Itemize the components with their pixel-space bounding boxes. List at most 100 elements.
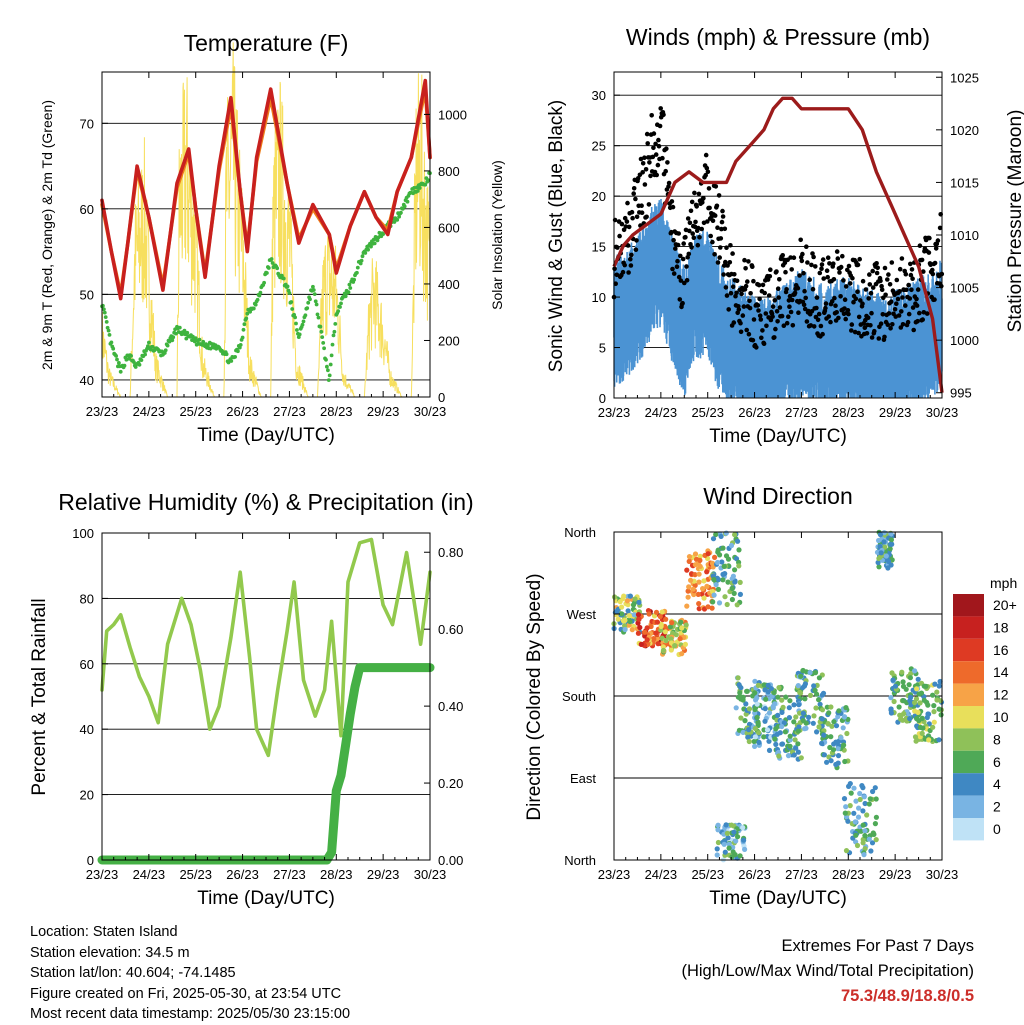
direction-point [862, 828, 868, 834]
direction-point [636, 599, 642, 606]
gust-point [640, 161, 646, 166]
dir-y-tick-label: North [564, 853, 596, 868]
direction-point [761, 682, 767, 688]
gust-point [760, 282, 766, 288]
direction-point [795, 728, 801, 734]
direction-point [782, 729, 789, 735]
gust-point [914, 303, 920, 308]
dewpoint-point [329, 353, 334, 358]
gust-point [676, 231, 681, 236]
direction-point [795, 741, 801, 747]
gust-point [755, 303, 761, 308]
colorbar-label: 18 [993, 619, 1009, 635]
gust-point [780, 253, 785, 258]
direction-point [725, 835, 731, 841]
direction-point [720, 545, 726, 551]
direction-point [622, 617, 628, 624]
direction-point [686, 584, 692, 590]
temp-x-tick-label: 26/23 [226, 404, 259, 419]
direction-point [937, 678, 943, 685]
direction-point [917, 700, 923, 706]
direction-point [870, 788, 876, 795]
colorbar-label: 8 [993, 731, 1001, 747]
direction-point [888, 541, 894, 548]
gust-point [811, 254, 816, 260]
gust-point [894, 277, 900, 283]
gust-point [631, 191, 636, 196]
direction-point [735, 538, 741, 544]
direction-point [696, 579, 702, 585]
gust-point [860, 301, 865, 307]
dewpoint-point [343, 294, 348, 299]
gust-point [926, 250, 932, 255]
direction-point [919, 715, 925, 722]
gust-point [845, 308, 851, 313]
gust-point [701, 196, 706, 201]
gust-point [779, 313, 785, 319]
direction-point [785, 753, 792, 759]
rh-title: Relative Humidity (%) & Precipitation (i… [58, 489, 473, 515]
direction-point [936, 706, 942, 712]
gust-point [811, 324, 817, 329]
direction-point [713, 531, 719, 538]
gust-point [837, 270, 842, 275]
dewpoint-point [326, 378, 331, 382]
direction-point [715, 586, 722, 593]
gust-point [927, 235, 932, 241]
dewpoint-point [242, 322, 247, 327]
direction-point [783, 694, 789, 700]
direction-point [816, 675, 823, 681]
gust-point [842, 297, 848, 303]
gust-point [743, 266, 748, 271]
gust-point [908, 261, 913, 267]
gust-point [613, 281, 618, 287]
wind-y2-tick-label: 1005 [950, 281, 979, 296]
direction-point [918, 690, 925, 696]
direction-point [800, 718, 806, 724]
gust-point [717, 255, 722, 260]
gust-point [631, 186, 637, 191]
direction-point [812, 687, 818, 693]
gust-point [626, 270, 631, 275]
direction-point [842, 810, 848, 816]
gust-point [695, 242, 701, 248]
direction-point [867, 796, 873, 802]
gust-point [760, 328, 765, 333]
direction-point [741, 837, 747, 843]
dir-x-tick-label: 30/23 [926, 867, 959, 882]
direction-point [878, 550, 884, 556]
gust-point [886, 311, 892, 316]
rh-y2-tick-label: 0.40 [438, 699, 463, 714]
gust-point [774, 269, 779, 274]
direction-point [738, 685, 744, 691]
direction-point [786, 715, 793, 721]
extremes-box: Extremes For Past 7 Days (High/Low/Max W… [681, 934, 974, 1009]
gust-point [738, 320, 743, 326]
gust-point [797, 273, 802, 278]
dewpoint-point [314, 302, 319, 307]
direction-point [710, 536, 717, 542]
direction-point [864, 812, 870, 818]
direction-point [873, 796, 879, 802]
gust-point [831, 277, 837, 282]
direction-point [704, 583, 710, 590]
direction-point [668, 647, 674, 653]
gust-point [790, 323, 796, 328]
gust-point [775, 286, 781, 292]
dewpoint-point [320, 335, 325, 339]
direction-point [663, 637, 669, 644]
direction-point [860, 808, 866, 814]
gust-point [692, 190, 697, 196]
direction-point [931, 719, 937, 725]
gust-point [719, 219, 725, 225]
direction-point [817, 701, 823, 707]
direction-point [842, 758, 848, 765]
direction-point [732, 579, 738, 585]
gust-point [750, 264, 755, 270]
direction-point [810, 720, 816, 726]
direction-point [857, 790, 863, 797]
dewpoint-point [366, 247, 370, 252]
dewpoint-point [325, 364, 329, 369]
direction-point [779, 709, 785, 716]
direction-point [807, 692, 814, 699]
